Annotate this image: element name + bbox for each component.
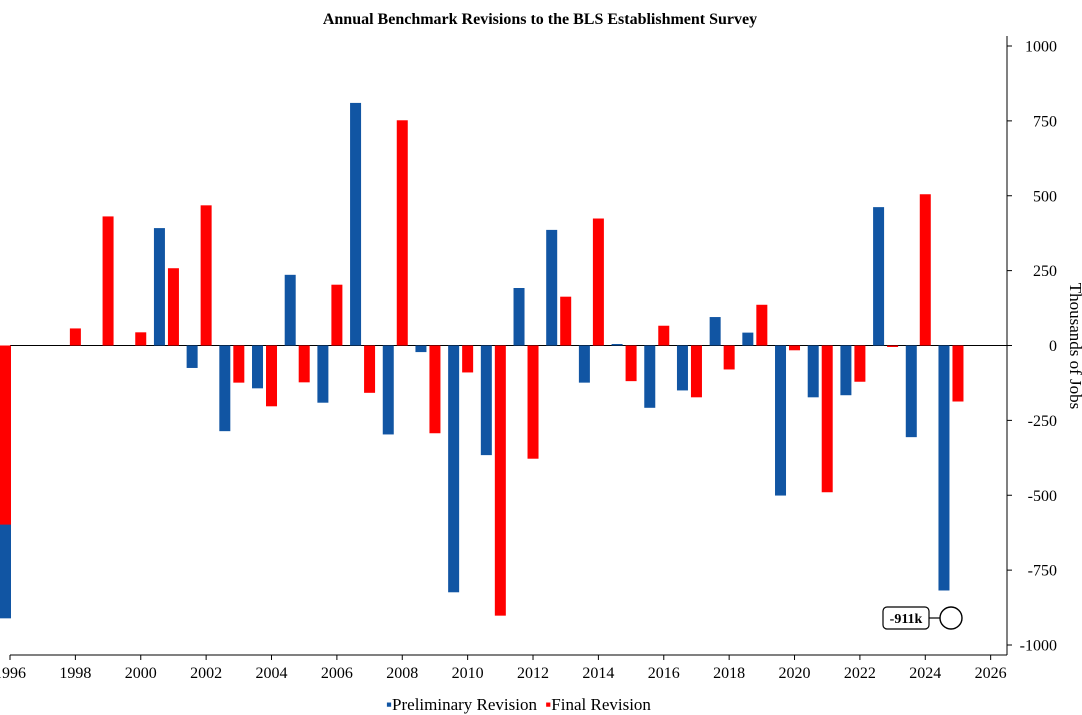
svg-text:▪Preliminary Revision ▪F: ▪Preliminary Revision ▪Final Revision [386,695,651,714]
bar-final-2022 [854,345,866,382]
bar-final-2020 [789,345,801,351]
y-tick-label--500: -500 [1028,488,1057,505]
bar-final-1999 [102,216,114,346]
x-tick-label-2020: 2020 [779,665,811,682]
bar-final-1998 [69,328,81,346]
bar-final-2019 [756,304,768,346]
bar-final-2023 [887,345,899,347]
x-tick-label-2010: 2010 [452,665,484,682]
bar-preliminary-2011 [480,345,492,456]
x-tick-label-2002: 2002 [190,665,222,682]
bar-final-2014 [592,218,604,346]
x-tick-label-2004: 2004 [256,665,288,682]
bar-final-2013 [560,296,572,346]
bar-final-2025 [952,345,964,402]
callout-circle [939,606,963,630]
y-tick-label--1000: -1000 [1020,638,1057,655]
bar-final-2021 [821,345,833,493]
y-axis-title: Thousands of Jobs [1066,283,1082,410]
bar-preliminary-2002 [186,345,198,368]
bar-final-2016 [658,325,670,346]
bar-preliminary-2013 [546,229,558,346]
x-tick-label-1996: 1996 [0,665,26,682]
callout-annotation: -911k [882,606,963,630]
bar-preliminary-2023 [873,207,885,346]
bar-preliminary-2017 [676,345,688,391]
bar-final-2015 [625,345,637,382]
legend-marker-final: ▪ [545,695,551,714]
y-tick-label-0: 0 [1049,338,1057,355]
bar-preliminary-2020 [775,345,787,496]
x-tick-label-2016: 2016 [648,665,680,682]
bar-preliminary-2010 [448,345,460,593]
x-tick-label-2014: 2014 [582,665,614,682]
bar-preliminary-2009 [415,345,427,353]
bar-final-2017 [690,345,702,398]
bar-preliminary-2008 [382,345,394,435]
y-tick-label-500: 500 [1033,188,1057,205]
bar-preliminary-2005 [284,274,296,346]
y-tick-label--250: -250 [1028,413,1057,430]
bar-preliminary-2014 [578,345,590,383]
bar-preliminary-2021 [807,345,819,398]
bar-final-2002 [200,205,212,346]
legend-marker-preliminary: ▪ [386,695,392,714]
x-tick-label-2026: 2026 [975,665,1007,682]
bar-preliminary-2012 [513,288,525,346]
bar-preliminary-2007 [350,102,362,346]
bar-preliminary-2015 [611,344,623,346]
bar-final-2001 [167,268,179,346]
bar-preliminary-2001 [153,228,165,346]
bar-final-2010 [462,345,474,373]
bar-final-2008 [396,120,408,346]
bar-final-2007 [364,345,376,393]
x-tick-label-2012: 2012 [517,665,549,682]
callout-label: -911k [890,612,923,627]
legend-label-final: Final Revision [551,695,651,714]
bar-final-2004 [266,345,278,407]
bar-final-2018 [723,345,735,370]
bar-preliminary-2018 [709,317,721,346]
y-tick-label-250: 250 [1033,263,1057,280]
bars-group [0,102,964,619]
bar-final-2024 [919,194,931,346]
x-tick-label-1998: 1998 [59,665,91,682]
bar-preliminary-2025 [938,345,950,591]
y-axis-ticks: 1000 750 500 250 0 -250 -500 -750 -1000 [1007,39,1057,655]
bar-preliminary-2016 [644,345,656,408]
chart-title: Annual Benchmark Revisions to the BLS Es… [323,11,757,28]
bar-final-2000 [135,332,147,346]
bar-final-2005 [298,345,310,383]
legend: ▪Preliminary Revision ▪Final Revision [386,695,651,714]
x-tick-label-2024: 2024 [909,665,941,682]
bar-preliminary-2003 [219,345,231,432]
x-tick-label-2006: 2006 [321,665,353,682]
bar-final-undefined [0,345,11,525]
bar-preliminary-2024 [905,345,917,438]
x-tick-label-2022: 2022 [844,665,876,682]
bar-final-2006 [331,284,343,346]
x-tick-label-2008: 2008 [386,665,418,682]
y-tick-label-750: 750 [1033,113,1057,130]
x-tick-label-2018: 2018 [713,665,745,682]
bar-final-2012 [527,345,539,459]
bar-preliminary-2004 [252,345,264,389]
x-axis-ticks: 1996 1998 2000 2002 2004 2006 2008 2010 2012 2014… [0,655,1007,682]
legend-label-preliminary: Preliminary Revision [392,695,537,714]
bar-preliminary-2006 [317,345,329,403]
y-tick-label--750: -750 [1028,563,1057,580]
y-tick-label-1000: 1000 [1025,39,1057,56]
x-tick-label-2000: 2000 [125,665,157,682]
bar-preliminary-2019 [742,332,754,346]
bar-preliminary-2022 [840,345,852,396]
bar-final-2011 [494,345,506,616]
bar-final-2003 [233,345,245,383]
bar-final-2009 [429,345,441,434]
